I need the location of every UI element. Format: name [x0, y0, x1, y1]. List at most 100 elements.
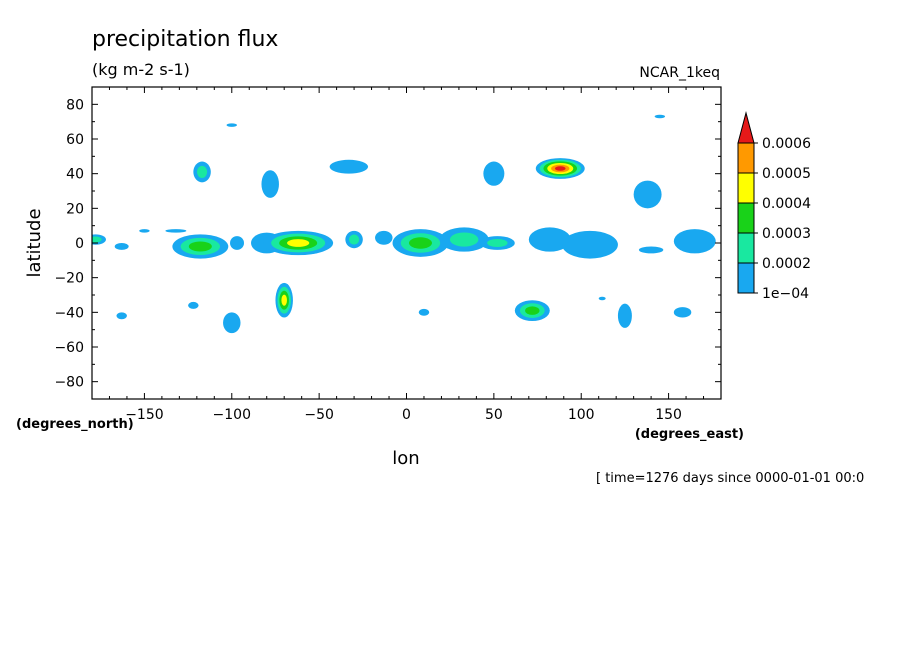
- contour-level-1: [165, 229, 187, 233]
- y-tick-label: −20: [54, 271, 84, 287]
- contour-level-4: [281, 294, 287, 306]
- precip-cell: [654, 114, 666, 119]
- contour-level-1: [226, 123, 238, 127]
- x-tick-label: 100: [568, 407, 595, 423]
- precip-cell: [562, 230, 618, 259]
- x-tick-label: 50: [485, 407, 503, 423]
- contour-level-1: [638, 246, 664, 254]
- y-tick-label: 0: [75, 236, 84, 252]
- contour-level-2: [348, 234, 360, 245]
- precip-cell: [226, 123, 238, 127]
- colorbar-swatch: [737, 202, 755, 234]
- chart-units: (kg m-2 s-1): [92, 60, 190, 79]
- y-tick-label: 40: [66, 167, 84, 183]
- precip-cell: [418, 308, 430, 316]
- x-axis-title: lon: [392, 448, 419, 469]
- contour-level-1: [562, 230, 618, 259]
- precip-cell: [116, 312, 127, 320]
- precip-cell: [375, 230, 393, 245]
- precip-cell: [483, 161, 505, 186]
- contour-level-6: [554, 166, 566, 171]
- precip-cell: [263, 230, 334, 256]
- precip-cell: [514, 300, 550, 321]
- precip-cell: [479, 236, 515, 250]
- x-axis-units: (degrees_east): [635, 427, 744, 442]
- y-tick-label: 20: [66, 201, 84, 217]
- x-tick-label: −100: [213, 407, 251, 423]
- contour-level-1: [598, 296, 606, 301]
- y-axis-title: latitude: [24, 208, 45, 277]
- contour-level-1: [483, 161, 505, 186]
- precip-cell: [598, 296, 606, 301]
- contour-level-1: [329, 159, 369, 174]
- y-tick-label: 80: [66, 97, 84, 113]
- contour-level-3: [188, 241, 212, 252]
- precip-cell: [188, 301, 199, 309]
- y-tick-label: −60: [54, 340, 84, 356]
- colorbar-label: 0.0006: [762, 136, 811, 152]
- precip-cell: [439, 227, 489, 252]
- precip-cell: [673, 229, 716, 254]
- contour-level-1: [673, 229, 716, 254]
- contour-level-4: [287, 239, 310, 247]
- contour-level-1: [139, 229, 150, 233]
- precip-cell: [617, 303, 632, 328]
- contour-level-2: [487, 238, 508, 248]
- x-tick-label: 150: [655, 407, 682, 423]
- precip-cell: [528, 227, 571, 252]
- precip-cell: [633, 180, 662, 209]
- colorbar-label: 0.0004: [762, 196, 811, 212]
- contour-level-2: [449, 232, 479, 247]
- precip-cell: [535, 158, 585, 179]
- precip-cell: [165, 229, 187, 233]
- precip-cell: [92, 234, 106, 245]
- y-tick-label: −40: [54, 305, 84, 321]
- precip-cell: [329, 159, 369, 174]
- x-tick-label: 0: [402, 407, 411, 423]
- contour-fields: [92, 114, 716, 334]
- y-axis: 80 60 40 20 0 −20 −40 −60 −80: [54, 86, 721, 400]
- precip-cell: [673, 307, 692, 318]
- y-tick-label: 60: [66, 132, 84, 148]
- contour-level-1: [375, 230, 393, 245]
- y-tick-label: −80: [54, 375, 84, 391]
- colorbar-label: 0.0005: [762, 166, 811, 182]
- precip-cell: [392, 229, 449, 257]
- contour-level-2: [92, 236, 102, 243]
- dataset-label: NCAR_1keq: [639, 65, 720, 81]
- precip-cell: [230, 236, 245, 250]
- contour-level-1: [114, 243, 129, 250]
- precip-cell: [114, 243, 129, 250]
- contour-level-1: [617, 303, 632, 328]
- colorbar-label: 1e−04: [762, 286, 809, 302]
- precip-cell: [261, 170, 279, 198]
- contour-level-1: [673, 307, 692, 318]
- contour-level-1: [528, 227, 571, 252]
- time-note: [ time=1276 days since 0000-01-01 00:0: [596, 471, 864, 486]
- precip-cell: [193, 161, 211, 183]
- precip-cell: [223, 312, 241, 334]
- precip-cell: [172, 234, 229, 259]
- x-tick-label: −150: [125, 407, 163, 423]
- contour-level-3: [525, 306, 540, 315]
- contour-level-1: [188, 301, 199, 309]
- y-axis-units: (degrees_north): [16, 417, 134, 432]
- colorbar-swatch: [737, 262, 755, 294]
- contour-level-1: [418, 308, 430, 316]
- colorbar-swatch: [737, 172, 755, 204]
- contour-level-2: [196, 165, 208, 178]
- contour-level-1: [261, 170, 279, 198]
- contour-level-1: [230, 236, 245, 250]
- x-tick-label: −50: [304, 407, 334, 423]
- colorbar: 0.0006 0.0005 0.0004 0.0003 0.0002 1e−04: [737, 111, 811, 302]
- contour-level-1: [633, 180, 662, 209]
- precip-cell: [638, 246, 664, 254]
- colorbar-label: 0.0003: [762, 226, 811, 242]
- contour-level-1: [654, 114, 666, 119]
- contour-level-1: [116, 312, 127, 320]
- colorbar-swatch: [737, 142, 755, 174]
- colorbar-swatch: [737, 232, 755, 264]
- contour-level-3: [408, 237, 432, 249]
- chart-title: precipitation flux: [92, 27, 278, 52]
- contour-level-1: [223, 312, 241, 334]
